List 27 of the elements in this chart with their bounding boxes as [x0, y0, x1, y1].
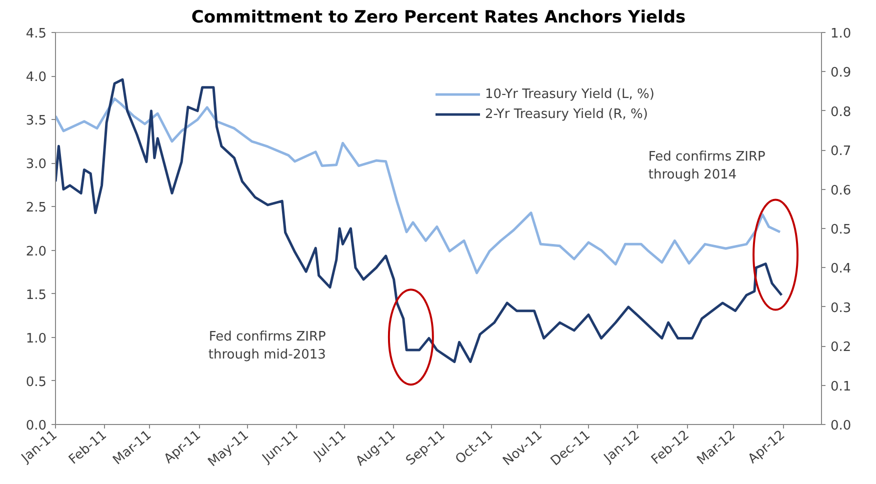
annotation: Fed confirms ZIRP through 2014 — [648, 149, 766, 182]
y2-tick-label: 0.3 — [830, 300, 852, 316]
y2-tick-label: 0.9 — [830, 66, 852, 81]
y2-tick-label: 0.1 — [830, 379, 852, 394]
y2-tick-label: 0.8 — [830, 104, 852, 120]
y-tick-label: 0.5 — [26, 374, 47, 390]
legend-label: 2-Yr Treasury Yield (R, %) — [485, 106, 648, 122]
y-tick-label: 4.5 — [26, 26, 47, 42]
y-tick-label: 4.0 — [26, 70, 47, 86]
y2-tick-label: 0.2 — [830, 340, 852, 356]
chart-title: Committment to Zero Percent Rates Anchors Yields — [191, 8, 686, 28]
y-tick-label: 1.5 — [26, 288, 47, 303]
y-tick-label: 2.0 — [26, 244, 47, 260]
y2-tick-label: 0.7 — [830, 144, 852, 160]
y2-tick-label: 0.5 — [830, 222, 852, 238]
y2-tick-label: 1.0 — [830, 26, 852, 42]
y-tick-label: 2.5 — [26, 200, 47, 216]
y-tick-label: 3.0 — [26, 157, 47, 172]
y2-tick-label: 0.4 — [830, 262, 852, 277]
y2-tick-label: 0.0 — [830, 418, 852, 434]
y-tick-label: 3.5 — [26, 114, 47, 129]
legend-label: 10-Yr Treasury Yield (L, %) — [485, 86, 654, 102]
line-series — [56, 78, 783, 364]
y-tick-label: 1.0 — [26, 331, 47, 346]
y-tick-label: 0.0 — [26, 418, 47, 434]
y2-tick-label: 0.6 — [830, 183, 852, 198]
annotation: Fed confirms ZIRP through mid-2013 — [208, 330, 326, 363]
